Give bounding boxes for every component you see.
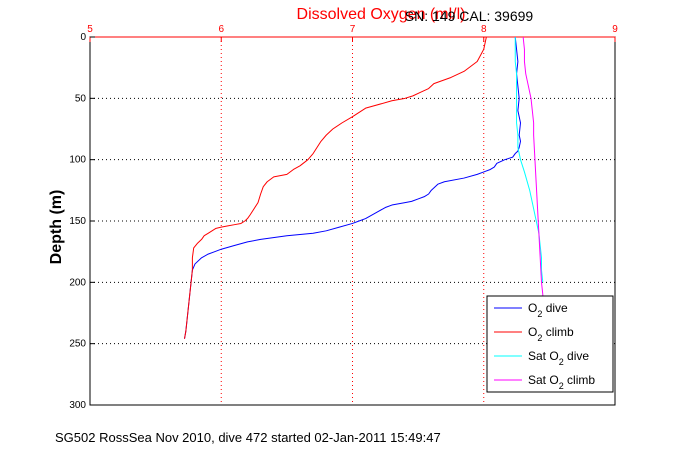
y-axis-label: Depth (m) xyxy=(48,190,65,265)
x-tick-label: 9 xyxy=(612,24,618,35)
y-tick-label: 250 xyxy=(69,339,86,350)
x-tick-label: 7 xyxy=(350,24,356,35)
axis-ticks: 5 6 7 8 9 0 50 100 150 200 250 300 xyxy=(69,24,618,411)
legend-label: Sat O2 climb xyxy=(528,373,595,391)
y-tick-label: 50 xyxy=(75,93,87,104)
chart-title: Dissolved Oxygen (ml/l) xyxy=(297,6,466,23)
legend-label: Sat O2 dive xyxy=(528,349,589,367)
x-tick-label: 5 xyxy=(87,24,93,35)
x-tick-label: 6 xyxy=(218,24,224,35)
legend: O2 dive O2 climb Sat O2 dive Sat O2 climb xyxy=(486,295,614,393)
series-line-o2-climb xyxy=(184,36,487,339)
grid-lines xyxy=(90,37,615,405)
series-line-o2-dive xyxy=(184,36,521,339)
chart-subtitle: SN: 149 CAL: 39699 xyxy=(405,8,534,24)
y-tick-label: 150 xyxy=(69,216,86,227)
y-tick-label: 300 xyxy=(69,400,86,411)
y-tick-label: 100 xyxy=(69,155,86,166)
x-tick-label: 8 xyxy=(481,24,487,35)
y-tick-label: 200 xyxy=(69,277,86,288)
y-tick-label: 0 xyxy=(80,32,86,43)
legend-label: O2 dive xyxy=(528,301,568,319)
dive-info-footer: SG502 RossSea Nov 2010, dive 472 started… xyxy=(55,430,441,445)
legend-box xyxy=(486,295,614,393)
series-line-sat-o2-dive xyxy=(514,37,544,283)
legend-label: O2 climb xyxy=(528,325,574,343)
